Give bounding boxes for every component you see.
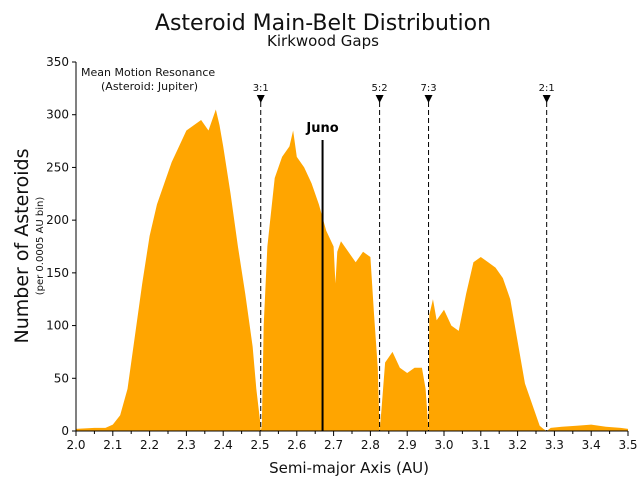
resonance-marker-2-1 (542, 95, 551, 103)
distribution-area (76, 109, 628, 431)
resonance-label-7-3: 7:3 (420, 83, 436, 94)
x-axis-label: Semi-major Axis (AU) (269, 459, 429, 477)
resonance-marker-3-1 (256, 95, 265, 103)
x-tick-label: 3.4 (582, 438, 601, 452)
x-tick-label: 3.0 (434, 438, 453, 452)
resonance-label-3-1: 3:1 (253, 83, 269, 94)
y-tick-label: 300 (46, 108, 69, 122)
y-tick-label: 100 (46, 319, 69, 333)
y-tick-label: 350 (46, 55, 69, 69)
x-tick-label: 3.5 (618, 438, 637, 452)
chart-title: Asteroid Main-Belt Distribution (155, 11, 491, 36)
y-tick-label: 50 (54, 371, 69, 385)
x-tick-label: 2.9 (398, 438, 417, 452)
y-tick-label: 150 (46, 266, 69, 280)
juno-label: Juno (305, 121, 338, 136)
resonance-marker-7-3 (424, 95, 433, 103)
resonance-marker-5-2 (375, 95, 384, 103)
x-tick-label: 2.4 (214, 438, 233, 452)
x-tick-label: 2.5 (250, 438, 269, 452)
y-tick-label: 250 (46, 160, 69, 174)
x-tick-label: 3.2 (508, 438, 527, 452)
plot-area: 3:1 5:2 7:3 2:1 Juno 0 50 100 150 200 250 300 350 2.0… (46, 55, 637, 452)
x-tick-label: 2.6 (287, 438, 306, 452)
y-axis-sublabel: (per 0.0005 AU bin) (35, 197, 46, 296)
y-tick-label: 200 (46, 213, 69, 227)
annotation-title: Mean Motion Resonance (81, 66, 215, 79)
resonance-label-2-1: 2:1 (539, 83, 555, 94)
x-tick-label: 3.3 (545, 438, 564, 452)
x-tick-label: 2.1 (103, 438, 122, 452)
annotation-subtitle: (Asteroid: Jupiter) (101, 80, 198, 93)
x-tick-label: 2.7 (324, 438, 343, 452)
x-tick-label: 2.2 (140, 438, 159, 452)
chart-subtitle: Kirkwood Gaps (267, 32, 379, 50)
y-tick-label: 0 (61, 424, 69, 438)
x-tick-label: 3.1 (471, 438, 490, 452)
y-axis-label: Number of Asteroids (11, 148, 33, 343)
x-tick-label: 2.3 (177, 438, 196, 452)
resonance-label-5-2: 5:2 (372, 83, 388, 94)
x-tick-label: 2.0 (66, 438, 85, 452)
x-tick-label: 2.8 (361, 438, 380, 452)
